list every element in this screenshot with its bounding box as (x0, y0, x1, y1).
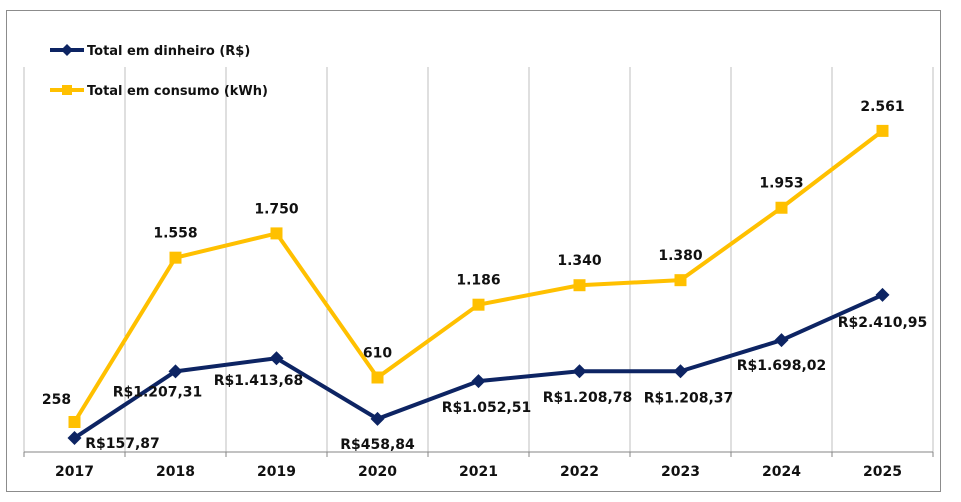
data-point-dinheiro (774, 333, 789, 348)
data-label-dinheiro: R$1.207,31 (113, 384, 203, 400)
data-labels: 258 1.558 1.750 610 1.186 1.340 1.380 1.953 2.56… (42, 99, 927, 453)
legend-item-dinheiro: Total em dinheiro (R$) (50, 44, 250, 59)
data-label-consumo: 1.953 (759, 176, 803, 192)
data-label-consumo: 258 (42, 392, 71, 408)
data-point-dinheiro (471, 374, 486, 389)
x-tick-label: 2022 (560, 464, 599, 480)
data-label-dinheiro: R$2.410,95 (838, 315, 928, 331)
x-tick-label: 2024 (762, 464, 801, 480)
data-point-consumo (775, 201, 788, 214)
legend-label: Total em consumo (kWh) (87, 84, 268, 99)
square-marker-icon (62, 85, 72, 95)
data-point-dinheiro (168, 364, 183, 379)
legend-label: Total em dinheiro (R$) (87, 44, 250, 59)
data-label-dinheiro: R$1.208,78 (543, 390, 633, 406)
x-tick-label: 2019 (257, 464, 296, 480)
x-tick-label: 2020 (358, 464, 397, 480)
data-point-consumo (573, 279, 586, 292)
data-label-dinheiro: R$1.698,02 (737, 358, 827, 374)
data-point-dinheiro (269, 351, 284, 366)
data-label-consumo: 1.340 (557, 253, 602, 269)
x-tick-label: 2018 (156, 464, 195, 480)
data-point-consumo (68, 415, 81, 428)
data-point-consumo (169, 251, 182, 264)
series-layer (67, 124, 890, 445)
data-point-dinheiro (67, 430, 82, 445)
x-axis: 2017 2018 2019 2020 2021 2022 2023 2024 2025 (23, 451, 934, 480)
data-point-consumo (472, 298, 485, 311)
chart-frame (6, 10, 941, 492)
data-label-dinheiro: R$157,87 (85, 436, 160, 452)
diamond-marker-icon (61, 44, 73, 56)
data-label-consumo: 1.558 (153, 226, 197, 242)
data-point-consumo (876, 124, 889, 137)
data-label-dinheiro: R$1.413,68 (214, 373, 304, 389)
data-label-consumo: 2.561 (860, 99, 904, 115)
data-point-dinheiro (572, 364, 587, 379)
data-point-dinheiro (875, 287, 890, 302)
data-point-dinheiro (370, 411, 385, 426)
legend-item-consumo: Total em consumo (kWh) (50, 84, 268, 99)
data-point-consumo (674, 274, 687, 287)
x-tick-label: 2025 (863, 464, 902, 480)
x-tick-label: 2017 (55, 464, 94, 480)
legend: Total em dinheiro (R$) Total em consumo … (50, 44, 268, 99)
x-tick-label: 2021 (459, 464, 498, 480)
data-label-dinheiro: R$458,84 (340, 437, 415, 453)
x-tick-label: 2023 (661, 464, 700, 480)
data-label-consumo: 1.750 (254, 201, 299, 217)
data-point-consumo (270, 227, 283, 240)
data-point-consumo (371, 371, 384, 384)
data-label-consumo: 610 (363, 345, 392, 361)
data-label-dinheiro: R$1.208,37 (644, 390, 734, 406)
data-label-dinheiro: R$1.052,51 (442, 400, 532, 416)
data-label-consumo: 1.186 (456, 273, 500, 289)
data-label-consumo: 1.380 (658, 248, 703, 264)
data-point-dinheiro (673, 364, 688, 379)
